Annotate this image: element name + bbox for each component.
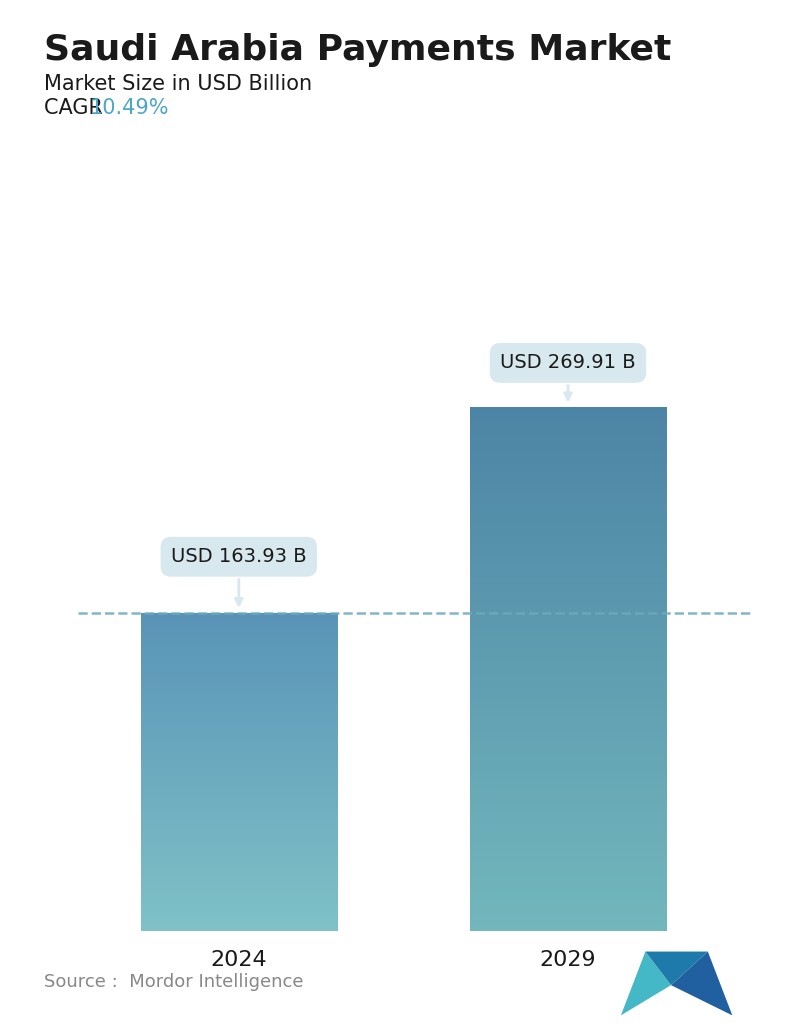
Text: USD 163.93 B: USD 163.93 B <box>171 547 306 605</box>
Polygon shape <box>671 951 732 1015</box>
Text: Source :  Mordor Intelligence: Source : Mordor Intelligence <box>44 973 303 991</box>
Text: Saudi Arabia Payments Market: Saudi Arabia Payments Market <box>44 33 671 67</box>
Text: 10.49%: 10.49% <box>90 97 169 118</box>
Polygon shape <box>646 951 708 985</box>
Text: USD 269.91 B: USD 269.91 B <box>500 354 636 399</box>
Text: Market Size in USD Billion: Market Size in USD Billion <box>44 74 312 94</box>
Polygon shape <box>621 951 671 1015</box>
Text: CAGR: CAGR <box>44 97 116 118</box>
